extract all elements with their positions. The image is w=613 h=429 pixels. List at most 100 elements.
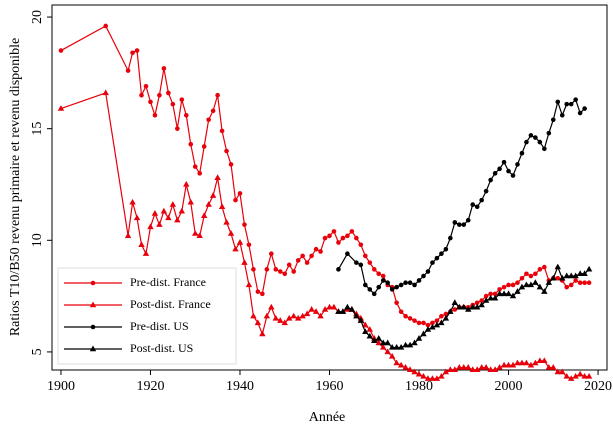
marker [129, 198, 136, 205]
x-axis-title: Année [309, 410, 346, 425]
y-tick-label: 15 [30, 122, 45, 136]
marker [577, 110, 583, 116]
marker [425, 269, 431, 274]
marker [205, 201, 212, 207]
marker [312, 308, 320, 314]
legend-label: Post-dist. US [130, 341, 193, 355]
marker [331, 229, 337, 234]
marker [103, 23, 109, 29]
marker [488, 291, 493, 297]
marker [367, 287, 373, 292]
marker [532, 279, 539, 285]
marker [375, 339, 382, 346]
marker [439, 313, 444, 319]
marker [344, 303, 351, 310]
marker [349, 229, 355, 234]
marker [559, 112, 565, 118]
marker [366, 332, 373, 339]
marker [532, 359, 539, 366]
marker [143, 83, 149, 89]
marker [479, 298, 484, 303]
marker [175, 126, 180, 131]
marker [406, 366, 414, 372]
marker [376, 271, 382, 277]
marker [447, 366, 454, 372]
marker [474, 300, 480, 306]
marker [443, 246, 449, 252]
marker [282, 271, 288, 277]
marker [209, 192, 217, 198]
marker [505, 361, 512, 368]
marker [236, 239, 244, 245]
marker [223, 218, 230, 225]
marker [491, 294, 499, 301]
marker [509, 292, 517, 299]
marker [263, 312, 271, 319]
marker [573, 97, 578, 102]
marker [165, 214, 172, 221]
marker [415, 370, 423, 377]
marker [308, 306, 315, 312]
marker [363, 282, 368, 288]
marker [327, 233, 332, 239]
marker [406, 341, 414, 348]
marker [174, 216, 181, 223]
marker [389, 287, 395, 292]
marker [433, 321, 441, 328]
marker [469, 303, 476, 310]
marker [133, 214, 141, 221]
x-tick-label: 1900 [47, 379, 75, 394]
marker [581, 372, 588, 379]
marker [496, 290, 503, 297]
marker [286, 314, 293, 321]
marker [421, 273, 426, 279]
marker [393, 343, 400, 350]
marker [188, 142, 194, 147]
marker [518, 359, 526, 366]
marker [371, 267, 377, 272]
marker [290, 312, 297, 319]
marker [439, 251, 444, 256]
marker [550, 117, 556, 123]
marker [264, 267, 270, 272]
marker [483, 293, 489, 299]
marker [354, 235, 359, 241]
marker [294, 314, 302, 321]
marker [482, 364, 490, 370]
marker [403, 313, 408, 319]
marker [555, 275, 561, 281]
marker [254, 319, 262, 326]
marker [394, 300, 399, 306]
marker [277, 317, 284, 323]
marker [192, 230, 199, 236]
marker [255, 289, 261, 294]
marker [402, 341, 409, 348]
marker [309, 253, 314, 259]
marker [304, 260, 310, 265]
marker [196, 232, 203, 239]
marker [192, 164, 198, 169]
marker [384, 348, 391, 355]
marker [519, 275, 525, 281]
marker [474, 303, 481, 310]
marker [460, 364, 467, 370]
marker [183, 112, 189, 118]
marker [416, 320, 422, 326]
marker [567, 375, 575, 381]
marker [492, 171, 498, 176]
marker [518, 283, 526, 290]
marker [576, 370, 584, 377]
marker [573, 278, 578, 283]
marker [461, 222, 467, 227]
marker [559, 368, 566, 375]
marker [354, 260, 359, 265]
marker [564, 101, 570, 107]
marker [90, 324, 96, 330]
marker [237, 191, 243, 196]
marker [219, 128, 225, 134]
legend-label: Pre-dist. France [130, 275, 206, 289]
marker [170, 101, 176, 107]
marker [451, 366, 459, 372]
marker [363, 253, 368, 259]
marker [358, 262, 364, 268]
